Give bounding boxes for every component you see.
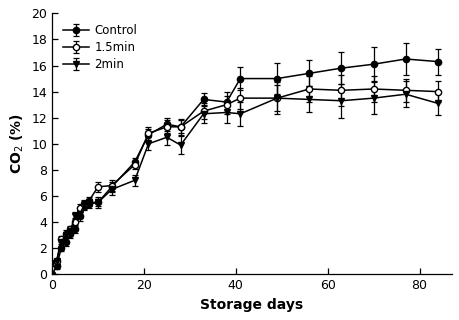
X-axis label: Storage days: Storage days [200, 298, 303, 312]
Legend: Control, 1.5min, 2min: Control, 1.5min, 2min [58, 19, 142, 76]
Y-axis label: CO$_2$ (%): CO$_2$ (%) [8, 113, 26, 174]
